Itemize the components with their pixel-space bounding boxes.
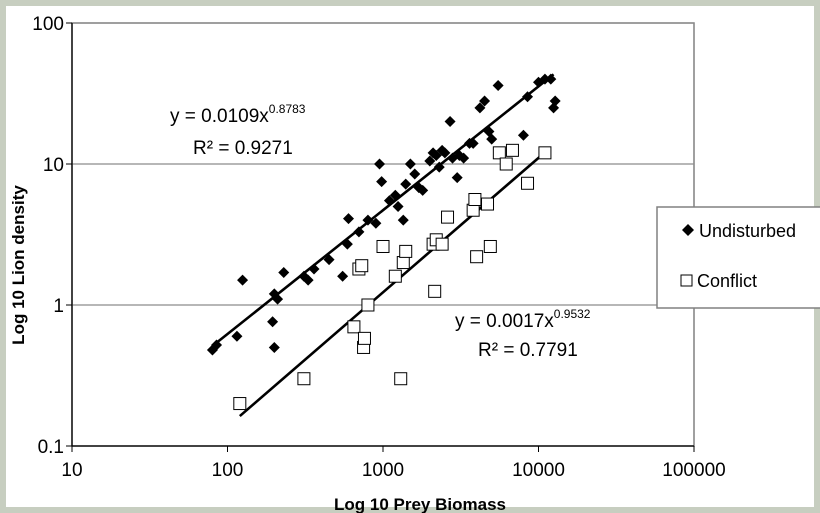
point-undisturbed-30 bbox=[424, 155, 436, 167]
point-conflict-6 bbox=[357, 331, 371, 345]
point-conflict-4 bbox=[355, 259, 369, 273]
equation-conflict: y = 0.0017x0.9532 bbox=[455, 307, 591, 332]
point-conflict-7 bbox=[361, 298, 375, 312]
point-undisturbed-13 bbox=[337, 270, 349, 282]
point-undisturbed-19 bbox=[374, 158, 386, 170]
legend-label-undisturbed: Undisturbed bbox=[699, 221, 796, 241]
point-conflict-9 bbox=[388, 269, 402, 283]
r2-undisturbed: R² = 0.9271 bbox=[193, 138, 293, 159]
point-undisturbed-38 bbox=[451, 172, 463, 184]
point-undisturbed-17 bbox=[362, 214, 374, 226]
data-points bbox=[206, 73, 561, 411]
point-conflict-17 bbox=[441, 210, 455, 224]
point-conflict-1 bbox=[297, 372, 311, 386]
point-conflict-26 bbox=[521, 176, 535, 190]
point-undisturbed-29 bbox=[417, 184, 429, 196]
point-undisturbed-42 bbox=[467, 137, 479, 149]
point-undisturbed-1 bbox=[211, 339, 223, 351]
point-undisturbed-8 bbox=[278, 267, 290, 279]
point-undisturbed-7 bbox=[272, 293, 284, 305]
point-undisturbed-5 bbox=[268, 341, 280, 353]
point-conflict-12 bbox=[399, 244, 413, 258]
point-conflict-19 bbox=[468, 193, 482, 207]
point-undisturbed-36 bbox=[444, 116, 456, 128]
point-undisturbed-49 bbox=[522, 91, 534, 103]
point-undisturbed-16 bbox=[353, 226, 365, 238]
point-undisturbed-23 bbox=[392, 200, 404, 212]
point-undisturbed-15 bbox=[343, 213, 355, 225]
axes bbox=[66, 22, 695, 452]
legend-marker-conflict bbox=[680, 274, 693, 287]
x-tick-label-3: 10000 bbox=[512, 460, 565, 481]
point-conflict-21 bbox=[481, 197, 495, 211]
x-tick-label-2: 1000 bbox=[362, 460, 404, 481]
point-conflict-25 bbox=[505, 143, 519, 157]
point-undisturbed-24 bbox=[397, 214, 409, 226]
y-tick-label-1: 1 bbox=[53, 296, 64, 317]
trendlines bbox=[211, 73, 555, 418]
point-undisturbed-10 bbox=[302, 274, 314, 286]
point-undisturbed-26 bbox=[404, 158, 416, 170]
y-tick-label-3: 100 bbox=[32, 14, 64, 35]
point-undisturbed-33 bbox=[433, 161, 445, 173]
point-undisturbed-2 bbox=[231, 330, 243, 342]
point-undisturbed-40 bbox=[458, 152, 470, 164]
point-undisturbed-3 bbox=[237, 274, 249, 286]
point-conflict-20 bbox=[470, 250, 484, 264]
x-tick-label-0: 10 bbox=[61, 460, 82, 481]
legend-label-conflict: Conflict bbox=[697, 271, 757, 291]
point-conflict-11 bbox=[396, 256, 410, 270]
point-undisturbed-27 bbox=[409, 168, 421, 180]
point-conflict-22 bbox=[483, 239, 497, 253]
x-tick-label-1: 100 bbox=[212, 460, 244, 481]
point-conflict-0 bbox=[233, 397, 247, 411]
point-undisturbed-52 bbox=[545, 73, 557, 85]
point-undisturbed-51 bbox=[539, 73, 551, 85]
point-undisturbed-54 bbox=[549, 95, 561, 107]
point-undisturbed-18 bbox=[370, 217, 382, 229]
point-conflict-10 bbox=[394, 372, 408, 386]
legend: Undisturbed Conflict bbox=[656, 206, 820, 309]
x-axis-title: Log 10 Prey Biomass bbox=[334, 495, 506, 513]
trendline-undisturbed bbox=[211, 73, 555, 348]
tick-labels: 0.1 1 10 100 10 100 1000 10000 100000 bbox=[32, 14, 725, 481]
point-conflict-14 bbox=[428, 284, 442, 298]
point-conflict-2 bbox=[347, 320, 361, 334]
point-undisturbed-46 bbox=[486, 133, 498, 145]
point-conflict-23 bbox=[492, 146, 506, 160]
point-undisturbed-22 bbox=[389, 189, 401, 201]
point-undisturbed-14 bbox=[341, 238, 353, 250]
plot-area bbox=[71, 22, 695, 447]
point-undisturbed-21 bbox=[383, 195, 395, 207]
r2-conflict: R² = 0.7791 bbox=[478, 340, 578, 361]
point-conflict-24 bbox=[499, 157, 513, 171]
point-undisturbed-44 bbox=[479, 95, 491, 107]
y-axis-title: Log 10 Lion density bbox=[9, 185, 28, 345]
y-tick-label-0: 0.1 bbox=[38, 437, 64, 458]
point-undisturbed-43 bbox=[474, 102, 486, 114]
legend-box bbox=[656, 206, 820, 309]
point-undisturbed-48 bbox=[517, 129, 529, 141]
y-tick-label-2: 10 bbox=[43, 155, 64, 176]
point-undisturbed-20 bbox=[376, 176, 388, 188]
point-undisturbed-12 bbox=[323, 254, 335, 266]
legend-marker-undisturbed bbox=[682, 224, 694, 236]
point-conflict-8 bbox=[376, 239, 390, 253]
trendline-conflict bbox=[238, 151, 546, 418]
point-conflict-18 bbox=[466, 203, 480, 217]
point-undisturbed-25 bbox=[400, 178, 412, 190]
x-tick-label-4: 100000 bbox=[662, 460, 725, 481]
point-conflict-27 bbox=[538, 146, 552, 160]
point-undisturbed-11 bbox=[308, 263, 320, 275]
point-conflict-16 bbox=[435, 237, 449, 251]
point-undisturbed-35 bbox=[439, 147, 451, 159]
point-undisturbed-4 bbox=[267, 316, 279, 328]
equation-undisturbed: y = 0.0109x0.8783 bbox=[170, 102, 306, 127]
point-undisturbed-47 bbox=[492, 80, 504, 92]
